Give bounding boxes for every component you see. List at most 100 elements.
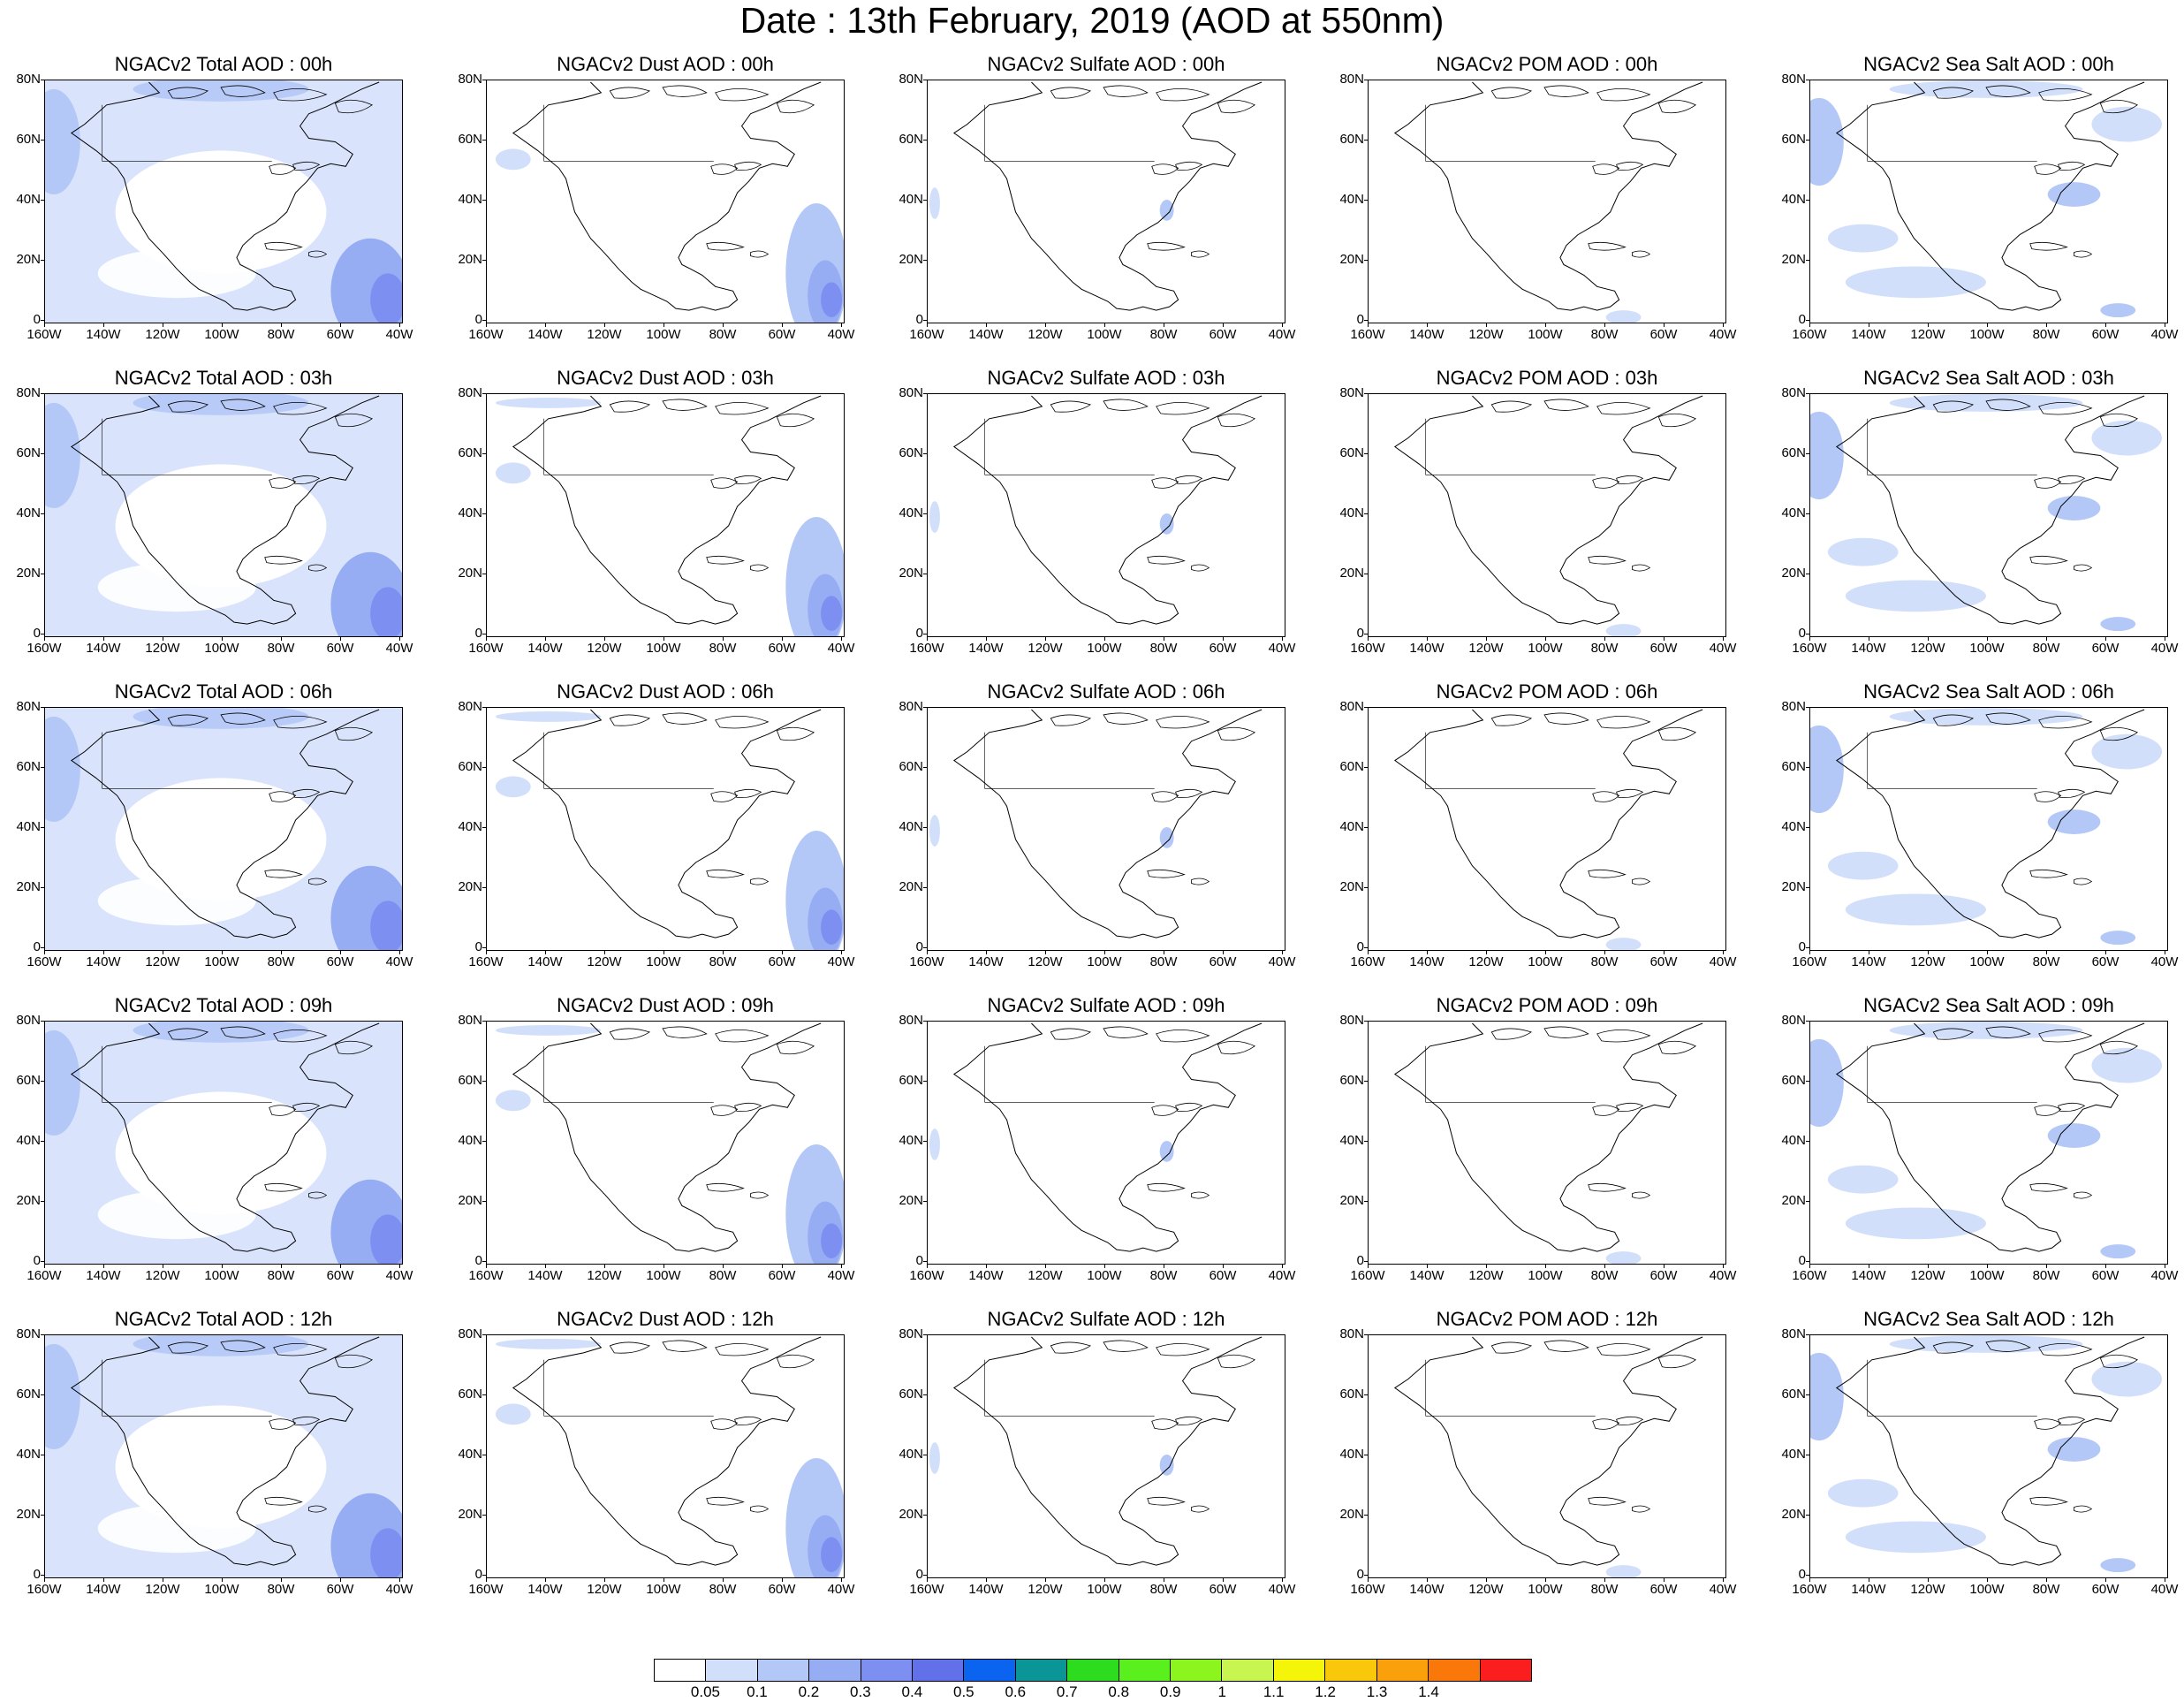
aod-map — [1393, 709, 1703, 950]
lon-tick-label: 60W — [1209, 641, 1237, 656]
lon-tick — [2046, 636, 2047, 641]
islands — [1050, 1340, 1255, 1513]
lat-tick — [41, 260, 45, 261]
lon-tick-label: 80W — [2032, 954, 2060, 969]
map-frame — [1368, 1021, 1726, 1265]
lon-tick-label: 120W — [145, 641, 180, 656]
map-panel-dust-2: NGACv2 Dust AOD : 06h 80N 60N 40N 20N 0 160W 1… — [444, 679, 885, 988]
lon-tick-label: 40W — [385, 1582, 413, 1597]
lon-tick-label: 40W — [1268, 1582, 1296, 1597]
lon-tick — [1427, 1264, 1428, 1268]
map-frame — [1809, 707, 2168, 951]
lon-tick — [1223, 1577, 1224, 1582]
lon-tick — [44, 1577, 45, 1582]
lat-tick — [923, 767, 928, 768]
aod-field — [45, 1022, 402, 1264]
lon-tick-label: 140W — [1409, 1582, 1445, 1597]
colorbar-box — [1067, 1660, 1119, 1681]
lat-tick — [923, 1515, 928, 1516]
lat-tick-label: 20N — [1339, 1507, 1364, 1522]
country-border — [1425, 104, 1596, 162]
map-frame — [44, 1021, 403, 1265]
map-frame — [486, 707, 845, 951]
lon-tick-label: 80W — [709, 327, 737, 342]
lon-tick-label: 160W — [909, 1582, 944, 1597]
lat-tick-label: 60N — [16, 1387, 41, 1402]
lon-tick — [1486, 950, 1487, 954]
aod-map — [929, 709, 1263, 938]
lat-tick-label: 0 — [1798, 1253, 1806, 1268]
lon-tick — [986, 636, 987, 641]
lon-tick — [545, 1264, 546, 1268]
lat-tick-label: 60N — [1781, 132, 1806, 147]
lat-tick-label: 80N — [1781, 1013, 1806, 1028]
lon-tick-label: 120W — [587, 1582, 622, 1597]
lat-tick — [41, 1141, 45, 1142]
lon-tick — [44, 1264, 45, 1268]
lon-tick — [2105, 636, 2106, 641]
lon-tick-label: 160W — [468, 641, 504, 656]
lat-tick-label: 40N — [899, 1447, 923, 1462]
map-panel-sulfate-1: NGACv2 Sulfate AOD : 03h 80N 60N 40N 20N 0 16… — [884, 365, 1326, 674]
lon-tick — [486, 323, 487, 327]
lat-tick-label: 0 — [474, 626, 482, 641]
lon-tick-label: 40W — [2150, 1268, 2179, 1283]
lon-tick-label: 120W — [1028, 1582, 1063, 1597]
islands — [1490, 712, 1696, 885]
lat-tick-label: 60N — [458, 759, 482, 774]
panel-title: NGACv2 Sulfate AOD : 09h — [987, 994, 1225, 1016]
lon-tick-label: 60W — [768, 1582, 796, 1597]
lat-tick — [1364, 1575, 1369, 1576]
lat-tick — [1806, 393, 1810, 394]
lat-tick-label: 80N — [16, 1326, 41, 1341]
lon-tick — [1664, 1577, 1665, 1582]
great-lakes — [2034, 1416, 2086, 1430]
panel-title: NGACv2 Sea Salt AOD : 06h — [1863, 680, 2114, 703]
lon-tick-label: 40W — [2150, 1582, 2179, 1597]
lon-tick — [1928, 636, 1929, 641]
lat-tick-label: 0 — [474, 1567, 482, 1582]
lon-tick — [723, 1577, 724, 1582]
great-lakes — [1592, 1102, 1644, 1116]
lon-tick — [1545, 636, 1546, 641]
aod-map — [495, 81, 844, 323]
great-lakes — [1151, 1416, 1203, 1430]
lat-tick — [923, 260, 928, 261]
lon-tick — [604, 1264, 605, 1268]
lon-tick-label: 160W — [909, 327, 944, 342]
lat-tick-label: 0 — [915, 939, 923, 954]
country-border — [543, 1359, 714, 1417]
great-lakes — [1592, 475, 1644, 489]
lon-tick — [1368, 950, 1369, 954]
great-lakes — [1151, 475, 1203, 489]
lat-tick-label: 20N — [458, 1193, 482, 1208]
lon-tick — [2046, 950, 2047, 954]
lon-tick-label: 160W — [27, 1268, 62, 1283]
aod-field — [929, 1442, 1174, 1476]
lat-tick — [1364, 887, 1369, 888]
lat-tick — [923, 393, 928, 394]
lat-tick — [482, 1334, 487, 1335]
lon-tick — [281, 1577, 282, 1582]
great-lakes — [1151, 1102, 1203, 1116]
aod-field — [1605, 1565, 1642, 1577]
lon-tick-label: 80W — [1149, 641, 1178, 656]
lat-tick-label: 20N — [458, 252, 482, 267]
great-lakes — [710, 1102, 762, 1116]
lat-tick — [1364, 1141, 1369, 1142]
coastline — [952, 1336, 1263, 1566]
lon-tick — [340, 1264, 341, 1268]
aod-field — [45, 708, 402, 950]
lon-tick — [1368, 636, 1369, 641]
lon-tick-label: 60W — [1209, 327, 1237, 342]
aod-field — [929, 815, 1174, 848]
lat-tick-label: 40N — [1339, 819, 1364, 834]
coastline — [70, 395, 380, 625]
lon-tick — [1045, 323, 1046, 327]
lat-tick-label: 60N — [1339, 1073, 1364, 1088]
lon-tick — [545, 950, 546, 954]
lon-tick-label: 120W — [145, 327, 180, 342]
islands — [1050, 85, 1255, 258]
coastline — [512, 81, 822, 311]
lat-tick-label: 40N — [458, 1133, 482, 1148]
